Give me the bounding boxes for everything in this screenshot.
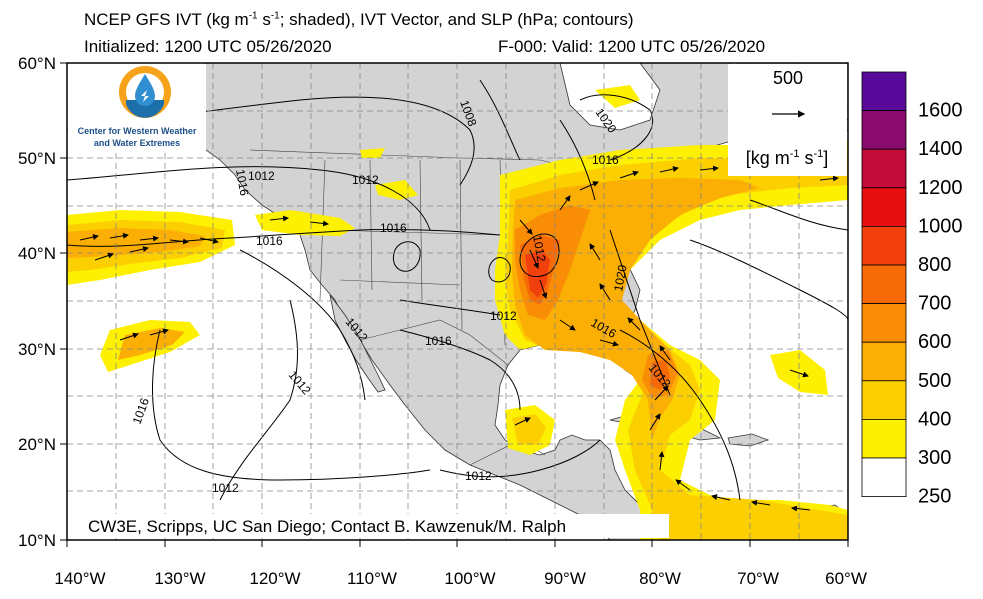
colorbar-label: 400 [918, 408, 951, 430]
reference-vector-value: 500 [773, 68, 803, 88]
lon-label: 60°W [825, 569, 867, 588]
colorbar-swatch [861, 71, 907, 111]
credit-background [84, 514, 669, 538]
colorbar-swatch [861, 110, 907, 150]
title-text-mid: s [257, 10, 271, 29]
colorbar-swatch [861, 341, 907, 382]
contour-label: 1020 [611, 263, 629, 292]
colorbar-swatch [861, 303, 907, 343]
initialized-time: Initialized: 1200 UTC 05/26/2020 [84, 37, 332, 56]
lon-label: 130°W [154, 569, 205, 588]
title-text: NCEP GFS IVT (kg m [84, 10, 249, 29]
colorbar-label: 1200 [918, 177, 963, 199]
logo-text-line1: Center for Western Weather [78, 126, 197, 136]
lon-label: 90°W [544, 569, 586, 588]
lat-label: 30°N [18, 340, 56, 359]
colorbar-label: 800 [918, 254, 951, 276]
lat-label: 10°N [18, 531, 56, 550]
axis-ticks [60, 62, 849, 547]
reference-vector-legend: 500 [kg m-1 s-1] [728, 64, 847, 176]
longitude-labels: 140°W 130°W 120°W 110°W 100°W 90°W 80°W … [54, 569, 866, 588]
contour-label: 1012 [212, 481, 239, 495]
credit-text: CW3E, Scripps, UC San Diego; Contact B. … [88, 517, 566, 536]
contour-label: 1016 [233, 168, 251, 197]
logo-text-line2: and Water Extremes [94, 138, 180, 148]
colorbar-swatch [861, 457, 907, 497]
colorbar-label: 1600 [918, 100, 963, 122]
contour-label: 1016 [592, 153, 619, 167]
title-text-rest: ; shaded), IVT Vector, and SLP (hPa; con… [279, 10, 634, 29]
colorbar-swatch [861, 225, 907, 266]
contour-label: 1016 [425, 334, 452, 348]
lon-label: 100°W [444, 569, 495, 588]
colorbar-swatch [861, 187, 907, 227]
contour-label: 1012 [530, 234, 548, 263]
colorbar-label: 250 [918, 486, 951, 508]
lat-label: 50°N [18, 149, 56, 168]
lon-label: 70°W [737, 569, 779, 588]
contour-label: 1012 [490, 309, 517, 323]
latitude-labels: 60°N 50°N 40°N 30°N 20°N 10°N [18, 54, 56, 550]
figure-title: NCEP GFS IVT (kg m-1 s-1; shaded), IVT V… [84, 10, 633, 30]
colorbar-label: 500 [918, 370, 951, 392]
ivt-colorbar: 1600 1400 1200 1000 800 700 600 500 400 300 250 [861, 71, 963, 508]
lon-label: 110°W [347, 569, 397, 588]
colorbar-label: 700 [918, 293, 951, 315]
colorbar-swatch [861, 418, 907, 459]
north-america-landmass [194, 63, 736, 540]
colorbar-swatch [861, 380, 907, 420]
colorbar-label: 1000 [918, 215, 963, 237]
contour-label: 1012 [352, 173, 379, 187]
ivt-vectors [79, 165, 839, 512]
contour-label: 1012 [248, 169, 275, 183]
colorbar-label: 300 [918, 447, 951, 469]
hispaniola [727, 433, 770, 447]
reference-vector-units: [kg m-1 s-1] [746, 148, 829, 168]
lon-label: 120°W [249, 569, 300, 588]
colorbar-label: 600 [918, 331, 951, 353]
cw3e-logo: Center for Western Weather and Water Ext… [68, 64, 206, 152]
contour-label: 1016 [380, 221, 407, 235]
valid-time: F-000: Valid: 1200 UTC 05/26/2020 [498, 37, 766, 56]
lon-label: 140°W [54, 569, 105, 588]
colorbar-swatch [861, 264, 907, 304]
lat-label: 60°N [18, 54, 56, 73]
title-superscript-2: -1 [270, 10, 280, 22]
lon-label: 80°W [639, 569, 681, 588]
colorbar-swatch [861, 148, 907, 189]
lat-label: 40°N [18, 244, 56, 263]
lat-label: 20°N [18, 435, 56, 454]
title-superscript-1: -1 [248, 10, 258, 22]
cw3e-water-drop-logo-icon [119, 66, 171, 118]
contour-label: 1012 [465, 469, 492, 483]
contour-label: 1016 [256, 234, 283, 248]
colorbar-label: 1400 [918, 138, 963, 160]
